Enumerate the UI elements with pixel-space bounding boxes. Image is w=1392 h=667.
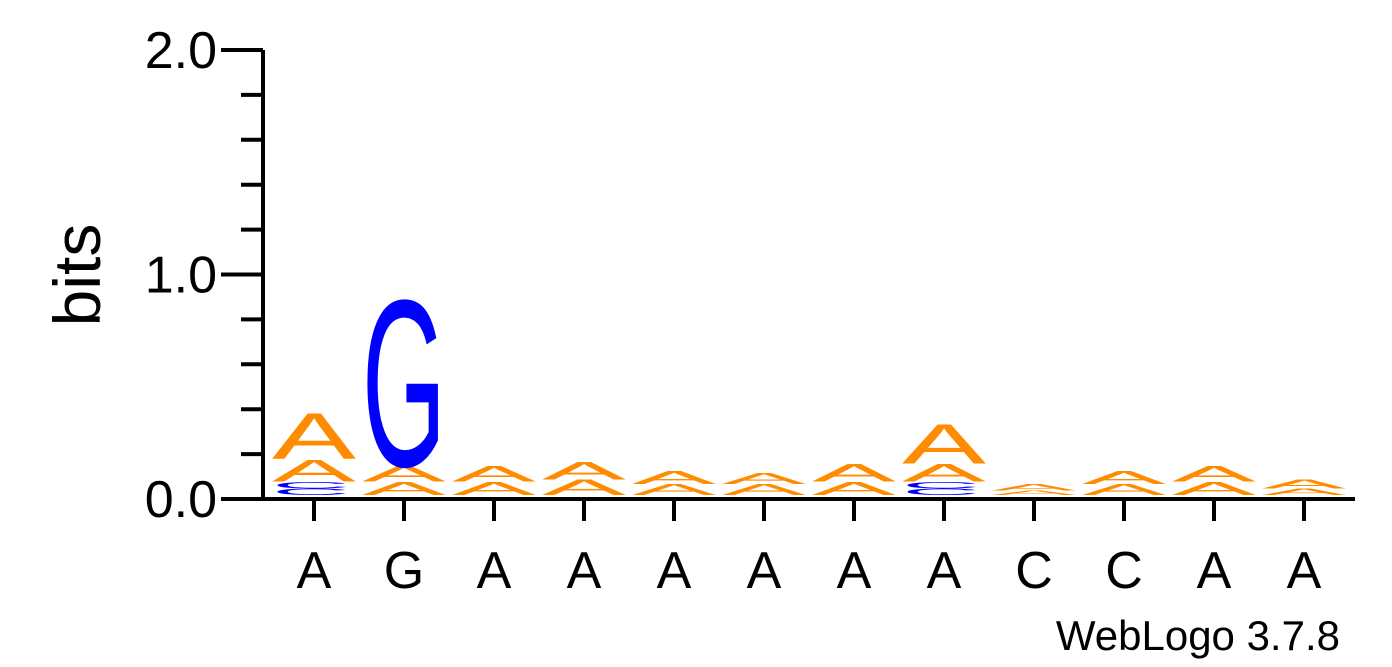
logo-glyph-A: A xyxy=(452,478,536,499)
logo-glyph-A: A xyxy=(542,475,627,500)
logo-glyph-A: A xyxy=(1082,467,1166,488)
x-tick-label: A xyxy=(927,542,962,600)
logo-glyph-A: A xyxy=(1262,477,1346,491)
x-tick-label: C xyxy=(1105,542,1143,600)
logo-glyph-A: A xyxy=(812,478,896,499)
logo-glyph-C: C xyxy=(272,487,350,497)
x-tick-label: A xyxy=(297,542,332,600)
logo-glyph-A: A xyxy=(1082,481,1166,498)
logo-glyph-A: A xyxy=(632,481,716,498)
logo-glyph-A: A xyxy=(362,462,447,487)
logo-glyph-A: A xyxy=(1262,486,1347,497)
logo-glyph-A: A xyxy=(722,481,806,498)
logo-glyph-C: C xyxy=(272,480,350,490)
x-tick-label: A xyxy=(1287,542,1322,600)
x-tick-label: A xyxy=(657,542,692,600)
logo-glyph-A: A xyxy=(362,478,446,499)
logo-glyph-A: A xyxy=(812,459,897,487)
y-tick-label: 0.0 xyxy=(145,471,217,529)
logo-glyph-A: A xyxy=(272,454,357,489)
logo-glyph-C: C xyxy=(902,480,980,490)
x-tick-label: A xyxy=(837,542,872,600)
x-tick-label: G xyxy=(384,542,424,600)
x-tick-label: A xyxy=(1197,542,1232,600)
logo-glyph-A: A xyxy=(722,470,806,487)
logo-glyph-A: A xyxy=(542,457,627,485)
logo-glyph-A: A xyxy=(902,413,986,476)
y-tick-label: 1.0 xyxy=(145,247,217,305)
logo-glyph-A: A xyxy=(632,467,716,488)
logo-glyph-A: A xyxy=(1172,462,1257,487)
logo-glyph-A: A xyxy=(992,482,1077,493)
x-tick-label: A xyxy=(567,542,602,600)
y-axis: 0.0 1.0 2.0 xyxy=(145,22,1355,529)
y-tick-label: 2.0 xyxy=(145,22,217,80)
logo-glyph-A: A xyxy=(272,400,356,473)
logo-glyph-A: A xyxy=(452,462,537,487)
weblogo-credit: WebLogo 3.7.8 xyxy=(1056,612,1340,659)
logo-glyph-G: G xyxy=(362,252,446,517)
y-axis-title: bits xyxy=(40,224,114,327)
x-tick-label: A xyxy=(747,542,782,600)
logo-glyph-C: C xyxy=(902,487,980,497)
logo-glyph-A: A xyxy=(992,489,1077,496)
logo-glyph-A: A xyxy=(902,459,987,487)
x-tick-label: A xyxy=(477,542,512,600)
x-tick-label: C xyxy=(1015,542,1053,600)
logo-glyph-A: A xyxy=(1172,478,1256,499)
